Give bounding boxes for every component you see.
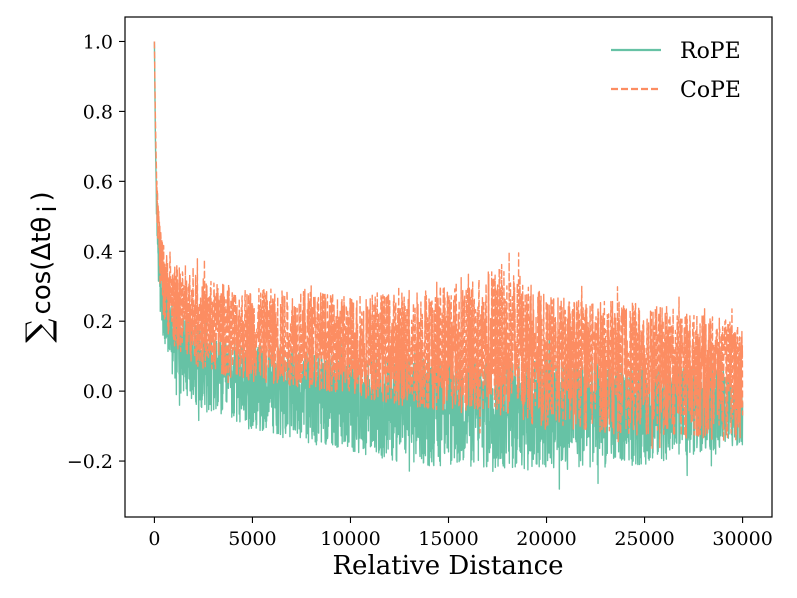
legend-label-cope: CoPE bbox=[680, 78, 741, 103]
x-axis-title: Relative Distance bbox=[332, 551, 563, 581]
y-tick-label: 0.6 bbox=[83, 171, 113, 193]
x-tick-label: 25000 bbox=[614, 528, 674, 550]
y-tick-label: 0.0 bbox=[83, 381, 113, 403]
y-tick-label: 0.4 bbox=[83, 241, 113, 263]
series-layer bbox=[153, 41, 744, 490]
x-tick-label: 30000 bbox=[712, 528, 772, 550]
y-axis: −0.2 0.0 0.2 0.4 0.6 0.8 1.0 bbox=[67, 31, 125, 473]
x-tick-label: 5000 bbox=[228, 528, 276, 550]
x-axis: 0 5000 10000 15000 20000 25000 30000 bbox=[148, 517, 773, 550]
x-tick-label: 10000 bbox=[320, 528, 380, 550]
y-tick-label: −0.2 bbox=[67, 451, 113, 473]
series-line-rope bbox=[153, 41, 744, 490]
x-tick-label: 0 bbox=[148, 528, 160, 550]
legend-label-rope: RoPE bbox=[680, 39, 741, 64]
y-tick-label: 0.2 bbox=[83, 311, 113, 333]
y-axis-title-main: cos(Δtθ bbox=[27, 217, 57, 315]
y-axis-title-close: ) bbox=[27, 191, 57, 201]
y-axis-title-sum: ∑ bbox=[19, 318, 59, 342]
legend: RoPE CoPE bbox=[611, 39, 741, 103]
x-tick-label: 20000 bbox=[516, 528, 576, 550]
y-tick-label: 0.8 bbox=[83, 101, 113, 123]
y-axis-title-subscript: i bbox=[33, 205, 63, 212]
series-line-cope bbox=[153, 41, 744, 449]
x-tick-label: 15000 bbox=[418, 528, 478, 550]
y-tick-label: 1.0 bbox=[83, 31, 113, 53]
y-axis-title: ∑ cos(Δtθ i ) bbox=[19, 191, 63, 342]
svg-text:∑ cos(Δtθ i: ∑ cos(Δtθ i ) bbox=[19, 191, 63, 342]
